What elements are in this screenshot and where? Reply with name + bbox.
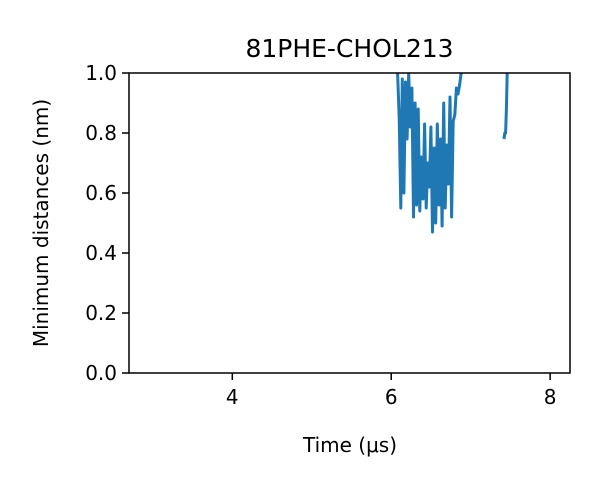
y-axis-label: Minimum distances (nm) (29, 99, 53, 347)
y-tick-label: 0.0 (85, 361, 117, 385)
chart-title: 81PHE-CHOL213 (245, 34, 453, 63)
y-tick-label: 0.8 (85, 121, 117, 145)
x-tick-label: 4 (226, 385, 239, 409)
x-tick-label: 6 (385, 385, 398, 409)
series-line (396, 73, 463, 234)
y-tick-label: 0.2 (85, 301, 117, 325)
y-tick-label: 0.6 (85, 181, 117, 205)
x-tick-label: 8 (544, 385, 557, 409)
y-tick-label: 0.4 (85, 241, 117, 265)
series-layer (396, 73, 509, 234)
y-tick-label: 1.0 (85, 61, 117, 85)
plot-frame (128, 72, 571, 374)
series-line (502, 73, 509, 140)
x-axis-label: Time (μs) (302, 433, 397, 457)
ticks-layer: 4 6 8 0.0 0.2 0.4 0.6 0.8 1.0 (85, 61, 556, 409)
